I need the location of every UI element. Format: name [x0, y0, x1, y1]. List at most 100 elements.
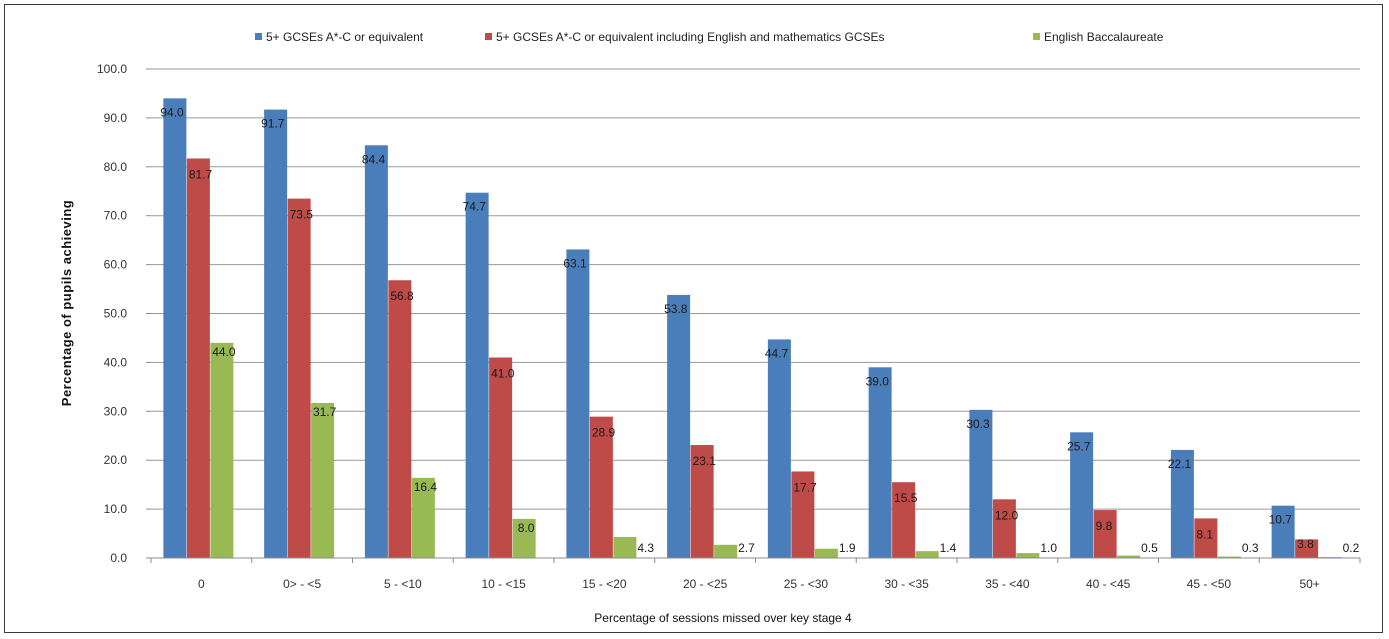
bar-series-1: [163, 98, 187, 558]
bar-series-2: [1295, 539, 1319, 558]
bar-series-1: [364, 145, 388, 558]
y-tick-label: 40.0: [104, 355, 128, 369]
y-tick-label: 80.0: [104, 160, 128, 174]
bar-series-3: [210, 342, 234, 558]
legend-swatch: [1033, 33, 1040, 40]
y-tick-label: 30.0: [104, 404, 128, 418]
x-tick-label: 20 - <25: [683, 577, 728, 591]
y-tick-label: 20.0: [104, 453, 128, 467]
data-label: 56.8: [390, 289, 414, 303]
chart-frame: 5+ GCSEs A*-C or equivalent 5+ GCSEs A*-C…: [4, 4, 1383, 633]
legend-label: 5+ GCSEs A*-C or equivalent: [266, 30, 424, 44]
bar-series-1: [969, 409, 993, 558]
data-label: 39.0: [866, 374, 890, 388]
x-tick-label: 10 - <15: [481, 577, 526, 591]
bar-series-3: [814, 548, 838, 558]
bar-series-1: [868, 367, 892, 558]
data-label: 16.4: [414, 480, 438, 494]
y-tick-label: 0.0: [110, 551, 127, 565]
data-label: 15.5: [894, 491, 918, 505]
gridlines: [151, 68, 1360, 510]
data-label: 91.7: [261, 117, 285, 131]
y-tick-label: 90.0: [104, 111, 128, 125]
y-tick-label: 50.0: [104, 307, 128, 321]
y-tick-label: 10.0: [104, 502, 128, 516]
bar-series-2: [489, 357, 513, 558]
bar-series-1: [1070, 432, 1094, 558]
bar-series-2: [892, 482, 916, 558]
x-tick-label: 50+: [1299, 577, 1319, 591]
data-label: 41.0: [491, 367, 515, 381]
bar-series-2: [287, 198, 311, 558]
bar-series-3: [1217, 556, 1241, 558]
bar-series-3: [1016, 553, 1040, 558]
data-label: 30.3: [966, 417, 990, 431]
bar-series-2: [1093, 510, 1117, 558]
bar-series-2: [992, 499, 1016, 558]
bar-series-2: [791, 471, 815, 558]
bar-series-1: [1271, 505, 1295, 558]
y-axis-title: Percentage of pupils achieving: [59, 200, 74, 406]
bar-series-3: [613, 536, 637, 558]
x-tick-label: 25 - <30: [784, 577, 829, 591]
bar-series-2: [589, 416, 613, 558]
bar-series-1: [465, 192, 489, 559]
y-tick-label: 70.0: [104, 209, 128, 223]
bar-chart: 5+ GCSEs A*-C or equivalent 5+ GCSEs A*-C…: [59, 30, 1361, 625]
bar-series-1: [264, 109, 288, 558]
data-label: 28.9: [592, 426, 616, 440]
x-tick-label: 35 - <40: [985, 577, 1030, 591]
data-label: 22.1: [1168, 457, 1192, 471]
legend-label: 5+ GCSEs A*-C or equivalent including En…: [496, 30, 885, 44]
data-label: 8.1: [1196, 527, 1213, 541]
data-label: 23.1: [693, 454, 717, 468]
data-label: 0.3: [1242, 541, 1259, 555]
data-label: 1.0: [1040, 541, 1057, 555]
bar-series-3: [411, 477, 435, 558]
data-label: 44.7: [765, 346, 789, 360]
data-label: 8.0: [518, 521, 535, 535]
bar-series-1: [767, 339, 791, 558]
data-label: 81.7: [189, 167, 213, 181]
bar-series-3: [1117, 555, 1141, 558]
legend: 5+ GCSEs A*-C or equivalent 5+ GCSEs A*-C…: [255, 30, 1164, 44]
data-labels: 94.0 81.7 44.0 91.7 73.5 31.7 84.4 56.8 16.4 74.7…: [160, 105, 1359, 555]
data-label: 73.5: [290, 208, 314, 222]
data-label: 74.7: [463, 200, 487, 214]
x-tick-label: 0> - <5: [283, 577, 321, 591]
x-tick-label: 40 - <45: [1086, 577, 1131, 591]
bars: [163, 98, 1342, 559]
data-label: 10.7: [1269, 513, 1293, 527]
data-label: 17.7: [793, 480, 817, 494]
bar-series-3: [915, 551, 939, 558]
data-label: 31.7: [313, 405, 337, 419]
y-tick-label: 100.0: [97, 62, 127, 76]
data-label: 0.2: [1343, 541, 1360, 555]
bar-series-1: [566, 249, 590, 559]
x-tick-label: 5 - <10: [384, 577, 422, 591]
x-tick-label: 30 - <35: [884, 577, 929, 591]
x-axis-title: Percentage of sessions missed over key s…: [594, 611, 852, 625]
bar-series-2: [388, 280, 412, 558]
data-label: 94.0: [160, 105, 184, 119]
data-label: 1.4: [940, 541, 957, 555]
legend-swatch: [255, 33, 262, 40]
bar-series-1: [667, 294, 691, 558]
y-tick-label: 60.0: [104, 258, 128, 272]
bar-series-3: [311, 402, 335, 558]
data-label: 25.7: [1067, 439, 1091, 453]
bar-series-3: [714, 544, 738, 558]
data-label: 53.8: [664, 302, 688, 316]
data-label: 44.0: [212, 345, 236, 359]
data-label: 0.5: [1141, 541, 1158, 555]
legend-label: English Baccalaureate: [1044, 30, 1164, 44]
legend-swatch: [485, 33, 492, 40]
bar-series-2: [690, 445, 714, 558]
x-tick-label: 45 - <50: [1187, 577, 1232, 591]
bar-series-2: [186, 158, 210, 558]
x-axis-ticks: 0 0> - <5 5 - <10 10 - <15 15 - <20 20 - <25 2…: [150, 558, 1361, 591]
data-label: 63.1: [563, 256, 587, 270]
x-tick-label: 15 - <20: [582, 577, 627, 591]
bar-series-3: [512, 518, 536, 558]
data-label: 3.8: [1297, 537, 1314, 551]
